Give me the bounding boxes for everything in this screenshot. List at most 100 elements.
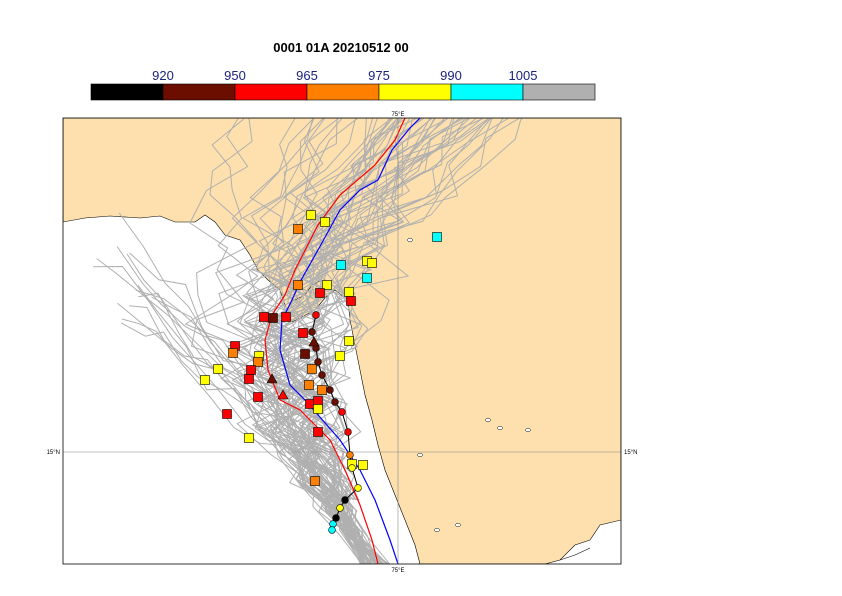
best-track-circles [308, 311, 362, 534]
legend-box [522, 83, 596, 101]
track-circle [354, 484, 362, 492]
gray-track [265, 118, 470, 564]
legend-tick-label: 1005 [509, 68, 538, 83]
gray-track-west [129, 252, 352, 501]
chart-title: 0001 01A 20210512 00 [273, 40, 409, 55]
forecast-square [200, 375, 210, 385]
track-circle [331, 398, 339, 406]
forecast-position-squares [200, 210, 442, 486]
analysis-triangle [308, 336, 320, 347]
analysis-triangle [277, 389, 289, 400]
forecast-square [244, 433, 254, 443]
track-circle [344, 428, 352, 436]
lake [497, 425, 503, 431]
forecast-square [344, 336, 354, 346]
forecast-square [432, 232, 442, 242]
ensemble-gray-tracks [93, 118, 524, 564]
legend-tick-label: 950 [224, 68, 246, 83]
forecast-square [307, 364, 317, 374]
forecast-square [336, 260, 346, 270]
forecast-square [244, 374, 254, 384]
gray-track-west [129, 305, 344, 501]
forecast-square [335, 351, 345, 361]
track-circle [308, 328, 316, 336]
gray-track [250, 118, 373, 564]
forecast-square [293, 224, 303, 234]
forecast-square [298, 328, 308, 338]
gray-track [235, 118, 388, 564]
gray-track [262, 118, 399, 564]
track-circle [341, 496, 349, 504]
track-circle [318, 371, 326, 379]
legend-tick-labels: 920 950 965 975 990 1005 [152, 68, 537, 83]
track-circle [348, 464, 356, 472]
forecast-square [222, 409, 232, 419]
lat-label-left: 15°N [47, 450, 60, 456]
gray-track [214, 118, 382, 564]
gray-track [259, 118, 404, 564]
lon-label-bottom: 75°E [391, 568, 404, 574]
forecast-square [293, 280, 303, 290]
forecast-square [253, 357, 263, 367]
forecast-square [313, 404, 323, 414]
analysis-triangle [266, 373, 278, 384]
forecast-square [306, 210, 316, 220]
track-circle [338, 408, 346, 416]
legend-color-boxes [90, 83, 596, 101]
gray-track-west [118, 212, 350, 501]
forecast-square [281, 312, 291, 322]
sri-lanka-edge [559, 547, 591, 561]
legend-tick-label: 920 [152, 68, 174, 83]
forecast-square [259, 312, 269, 322]
red-track [264, 118, 406, 564]
forecast-square [313, 396, 323, 406]
track-circle [314, 358, 322, 366]
lake [417, 452, 423, 458]
gray-track [273, 118, 399, 564]
gray-track [280, 118, 462, 564]
gray-track [274, 118, 471, 564]
track-circle [329, 520, 337, 528]
map-frame [62, 117, 622, 565]
legend-tick-label: 990 [440, 68, 462, 83]
gray-track [279, 118, 484, 564]
forecast-square [315, 288, 325, 298]
track-circle [346, 451, 354, 459]
lake [407, 237, 413, 243]
lon-label-top: 75°E [391, 112, 404, 118]
forecast-square [320, 217, 330, 227]
forecast-square [305, 399, 315, 409]
forecast-square [228, 348, 238, 358]
lake [525, 427, 531, 433]
analysis-triangles [266, 336, 320, 400]
track-circle [312, 311, 320, 319]
gray-track-west [116, 246, 360, 501]
track-circle [336, 504, 344, 512]
lake [455, 522, 461, 528]
lake [485, 417, 491, 423]
pressure-color-legend: 920 950 965 975 990 1005 [90, 68, 596, 101]
gray-track [292, 118, 436, 564]
lat-label-right: 15°N [624, 450, 637, 456]
track-circle [326, 386, 334, 394]
forecast-square [346, 296, 356, 306]
legend-tick-label: 975 [368, 68, 390, 83]
forecast-square [313, 427, 323, 437]
gray-track-west [126, 253, 354, 501]
gray-track-west [96, 258, 348, 501]
legend-tick-label: 965 [296, 68, 318, 83]
forecast-square [268, 313, 278, 323]
track-circle [332, 514, 340, 522]
gray-track-west [138, 292, 360, 501]
forecast-square [358, 460, 368, 470]
forecast-square [344, 287, 354, 297]
gray-track-west [135, 289, 357, 501]
forecast-square [213, 364, 223, 374]
blue-track [279, 118, 421, 564]
forecast-square [304, 380, 314, 390]
forecast-square [246, 365, 256, 375]
gray-track [258, 118, 394, 564]
forecast-square [253, 392, 263, 402]
forecast-square [317, 385, 327, 395]
